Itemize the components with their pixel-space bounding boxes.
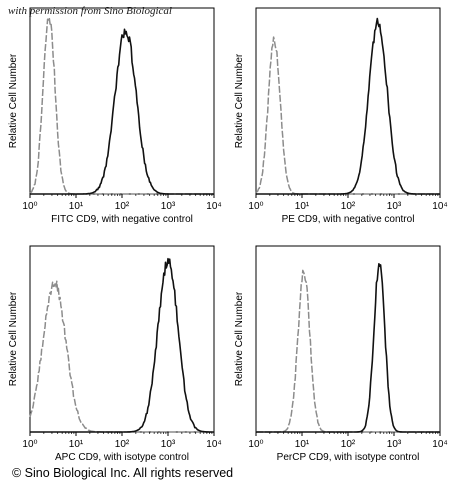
x-tick-label: 10³ — [161, 201, 176, 212]
histogram-panel-4: 10⁰ 10¹ 10² 10³ 10⁴ PerCP CD9, with isotype c… — [234, 245, 448, 463]
x-tick-label: 10² — [115, 439, 130, 450]
cd9-histogram-line — [255, 262, 441, 433]
x-tick-label: 10¹ — [295, 201, 310, 212]
x-tick-label: 10¹ — [69, 201, 84, 212]
plot-frame — [255, 245, 441, 433]
x-tick-label: 10⁴ — [432, 201, 447, 212]
plot-frame — [29, 245, 215, 433]
y-axis-label: Relative Cell Number — [234, 291, 245, 386]
cd9-histogram-line — [255, 17, 441, 195]
y-axis-label: Relative Cell Number — [234, 53, 245, 148]
histogram-panel-2: 10⁰ 10¹ 10² 10³ 10⁴ PE CD9, with negative con… — [234, 7, 448, 225]
y-axis-label: Relative Cell Number — [8, 53, 19, 148]
control-histogram-line — [29, 280, 214, 433]
x-axis-label: PerCP CD9, with isotype control — [277, 452, 420, 463]
x-tick-label: 10⁰ — [22, 439, 37, 450]
plot-frame — [255, 7, 441, 195]
x-axis-label: PE CD9, with negative control — [282, 214, 415, 225]
x-axis-label: APC CD9, with isotype control — [55, 452, 189, 463]
histogram-panel-3: 10⁰ 10¹ 10² 10³ 10⁴ APC CD9, with isotype con… — [8, 245, 222, 463]
control-histogram-line — [255, 36, 440, 195]
copyright-notice: © Sino Biological Inc. All rights reserv… — [12, 466, 234, 480]
x-tick-label: 10⁰ — [22, 201, 37, 212]
x-tick-label: 10⁰ — [248, 439, 263, 450]
watermark: with permission from Sino Biological — [8, 5, 172, 17]
x-tick-label: 10⁰ — [248, 201, 263, 212]
control-histogram-line — [256, 269, 440, 433]
x-tick-label: 10³ — [387, 439, 402, 450]
x-tick-label: 10² — [115, 201, 130, 212]
x-tick-label: 10² — [341, 201, 356, 212]
x-tick-label: 10⁴ — [206, 439, 221, 450]
x-tick-label: 10⁴ — [432, 439, 447, 450]
y-axis-label: Relative Cell Number — [8, 291, 19, 386]
control-histogram-line — [29, 16, 214, 195]
x-tick-label: 10³ — [387, 201, 402, 212]
x-tick-label: 10¹ — [295, 439, 310, 450]
histogram-panel-1: 10⁰ 10¹ 10² 10³ 10⁴ FITC CD9, with negative c… — [8, 7, 222, 225]
x-tick-label: 10² — [341, 439, 356, 450]
cd9-histogram-line — [29, 28, 214, 195]
x-tick-label: 10¹ — [69, 439, 84, 450]
x-tick-label: 10³ — [161, 439, 176, 450]
x-axis-label: FITC CD9, with negative control — [51, 214, 193, 225]
x-tick-label: 10⁴ — [206, 201, 221, 212]
